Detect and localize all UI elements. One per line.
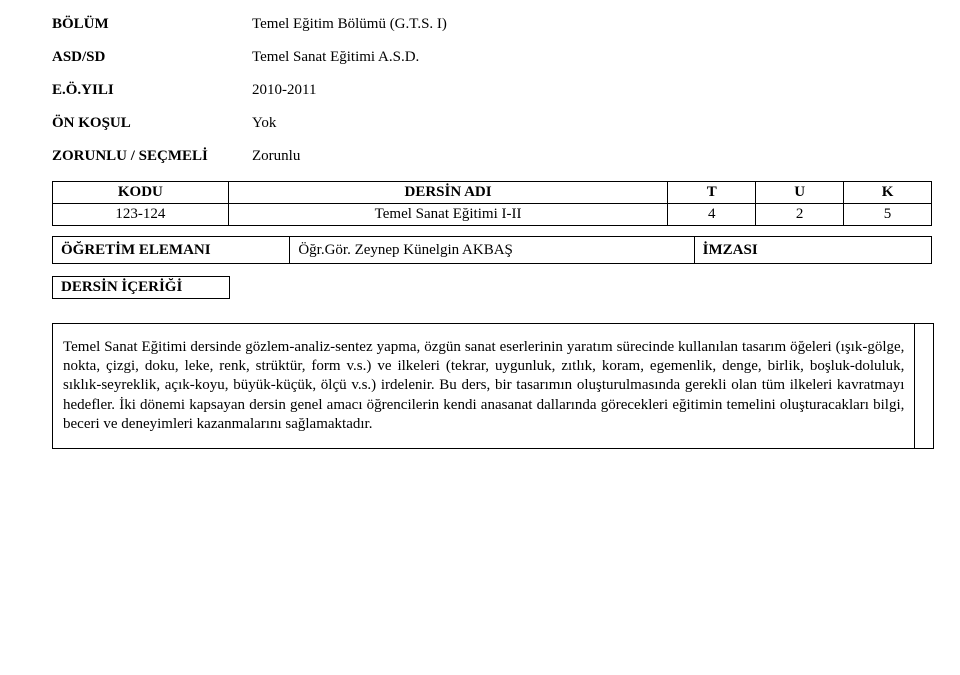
cell-kodu: 123-124: [53, 204, 229, 226]
content-inner: Temel Sanat Eğitimi dersinde gözlem-anal…: [53, 324, 915, 448]
content-box: Temel Sanat Eğitimi dersinde gözlem-anal…: [52, 323, 934, 449]
cell-dersin: Temel Sanat Eğitimi I-II: [228, 204, 668, 226]
head-kodu: KODU: [53, 182, 229, 204]
table-row: KODU DERSİN ADI T U K: [53, 182, 932, 204]
label-zorunlu: ZORUNLU / SEÇMELİ: [52, 148, 252, 165]
course-table: KODU DERSİN ADI T U K 123-124 Temel Sana…: [52, 181, 932, 226]
page: BÖLÜM Temel Eğitim Bölümü (G.T.S. I) ASD…: [0, 0, 960, 469]
head-u: U: [756, 182, 844, 204]
cell-t: 4: [668, 204, 756, 226]
cell-k: 5: [844, 204, 932, 226]
table-row: ÖĞRETİM ELEMANI Öğr.Gör. Zeynep Künelgin…: [53, 237, 932, 264]
table-row: 123-124 Temel Sanat Eğitimi I-II 4 2 5: [53, 204, 932, 226]
section-label: DERSİN İÇERİĞİ: [52, 276, 230, 299]
value-zorunlu: Zorunlu: [252, 148, 932, 165]
cell-ogretim: ÖĞRETİM ELEMANI: [53, 237, 290, 264]
value-onkosul: Yok: [252, 115, 932, 132]
label-eoyili: E.Ö.YILI: [52, 82, 252, 99]
cell-imzasi: İMZASI: [694, 237, 931, 264]
head-t: T: [668, 182, 756, 204]
value-eoyili: 2010-2011: [252, 82, 932, 99]
cell-name: Öğr.Gör. Zeynep Künelgin AKBAŞ: [290, 237, 694, 264]
instructor-table: ÖĞRETİM ELEMANI Öğr.Gör. Zeynep Künelgin…: [52, 236, 932, 264]
label-onkosul: ÖN KOŞUL: [52, 115, 252, 132]
header-block: BÖLÜM Temel Eğitim Bölümü (G.T.S. I) ASD…: [52, 16, 932, 165]
content-body: Temel Sanat Eğitimi dersinde gözlem-anal…: [63, 338, 904, 434]
value-asd: Temel Sanat Eğitimi A.S.D.: [252, 49, 932, 66]
value-bolum: Temel Eğitim Bölümü (G.T.S. I): [252, 16, 932, 33]
label-asd: ASD/SD: [52, 49, 252, 66]
label-bolum: BÖLÜM: [52, 16, 252, 33]
head-dersin: DERSİN ADI: [228, 182, 668, 204]
head-k: K: [844, 182, 932, 204]
cell-u: 2: [756, 204, 844, 226]
